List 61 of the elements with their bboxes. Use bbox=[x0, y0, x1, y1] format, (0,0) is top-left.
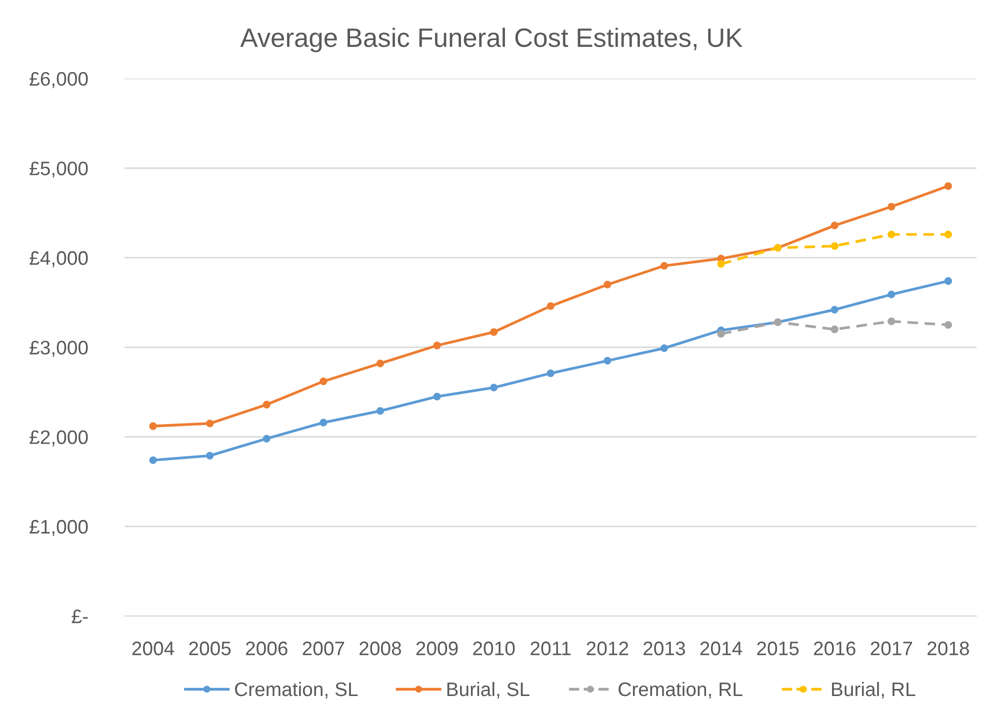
legend-label: Burial, RL bbox=[832, 682, 916, 698]
chart-title: Average Basic Funeral Cost Estimates, UK bbox=[240, 28, 743, 52]
y-tick-label: £4,000 bbox=[30, 251, 88, 268]
x-tick-label: 2012 bbox=[586, 642, 628, 656]
y-tick-label: £3,000 bbox=[30, 340, 88, 357]
point bbox=[944, 230, 952, 238]
point bbox=[490, 384, 498, 392]
x-tick-label: 2004 bbox=[132, 642, 174, 656]
point bbox=[206, 452, 214, 460]
point bbox=[830, 306, 838, 314]
point bbox=[149, 422, 157, 430]
point bbox=[888, 230, 896, 238]
x-tick-label: 2016 bbox=[814, 642, 856, 656]
point bbox=[888, 290, 896, 298]
point bbox=[433, 392, 441, 400]
x-tick-label: 2005 bbox=[189, 642, 231, 656]
point bbox=[717, 330, 725, 338]
point bbox=[262, 434, 270, 442]
x-tick-label: 2006 bbox=[246, 642, 288, 656]
point bbox=[262, 400, 270, 408]
point bbox=[376, 407, 384, 415]
point bbox=[660, 262, 668, 270]
point bbox=[604, 280, 612, 288]
y-tick-label: £6,000 bbox=[30, 72, 88, 88]
point bbox=[944, 277, 952, 285]
legend-label: Cremation, RL bbox=[618, 682, 742, 698]
x-tick-label: 2015 bbox=[757, 642, 799, 656]
point bbox=[320, 418, 328, 426]
point bbox=[888, 318, 896, 326]
point bbox=[944, 321, 952, 329]
legend-label: Burial, SL bbox=[447, 682, 530, 698]
x-tick-label: 2007 bbox=[302, 642, 344, 656]
point bbox=[546, 369, 554, 378]
x-tick-label: 2010 bbox=[473, 642, 515, 656]
point bbox=[490, 328, 498, 336]
point bbox=[149, 456, 157, 464]
y-tick-label: £1,000 bbox=[30, 520, 88, 536]
point bbox=[206, 420, 214, 428]
x-tick-label: 2011 bbox=[530, 642, 571, 656]
x-tick-label: 2014 bbox=[700, 642, 742, 656]
point bbox=[888, 202, 896, 210]
legend-label: Cremation, SL bbox=[235, 682, 358, 698]
point bbox=[717, 260, 725, 268]
point bbox=[660, 344, 668, 352]
y-tick-label: £- bbox=[72, 610, 88, 624]
x-tick-label: 2018 bbox=[928, 642, 969, 656]
x-tick-label: 2017 bbox=[870, 642, 912, 656]
point bbox=[604, 356, 612, 365]
x-tick-label: 2008 bbox=[360, 642, 402, 656]
point bbox=[320, 378, 328, 386]
point bbox=[433, 342, 441, 350]
x-tick-label: 2009 bbox=[416, 642, 458, 656]
point bbox=[830, 326, 838, 334]
y-tick-label: £5,000 bbox=[30, 162, 88, 178]
x-tick-label: 2013 bbox=[644, 642, 685, 656]
point bbox=[546, 302, 554, 310]
point bbox=[376, 360, 384, 368]
point bbox=[944, 182, 952, 190]
point bbox=[830, 222, 838, 230]
point bbox=[830, 242, 838, 250]
y-tick-label: £2,000 bbox=[30, 430, 88, 446]
